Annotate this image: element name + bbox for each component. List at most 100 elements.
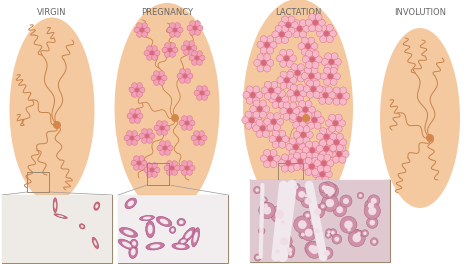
Circle shape bbox=[159, 71, 164, 76]
Circle shape bbox=[328, 193, 332, 196]
Circle shape bbox=[141, 160, 147, 166]
Circle shape bbox=[276, 96, 282, 102]
Circle shape bbox=[286, 60, 293, 68]
Circle shape bbox=[195, 30, 201, 35]
Circle shape bbox=[305, 78, 311, 85]
Circle shape bbox=[154, 71, 159, 76]
Circle shape bbox=[282, 165, 289, 172]
Circle shape bbox=[290, 158, 297, 165]
Circle shape bbox=[166, 161, 172, 166]
Circle shape bbox=[316, 176, 323, 183]
Ellipse shape bbox=[119, 228, 137, 237]
Circle shape bbox=[317, 154, 324, 161]
Circle shape bbox=[184, 166, 190, 170]
Circle shape bbox=[191, 45, 197, 51]
Circle shape bbox=[314, 122, 321, 129]
Circle shape bbox=[305, 101, 312, 107]
Circle shape bbox=[293, 144, 299, 150]
Circle shape bbox=[370, 238, 378, 246]
Circle shape bbox=[301, 69, 308, 76]
Circle shape bbox=[300, 31, 307, 38]
Ellipse shape bbox=[95, 204, 98, 208]
Ellipse shape bbox=[169, 227, 176, 233]
Circle shape bbox=[134, 156, 139, 161]
Circle shape bbox=[137, 161, 141, 166]
Circle shape bbox=[280, 49, 287, 56]
Circle shape bbox=[369, 220, 375, 225]
Circle shape bbox=[262, 202, 270, 209]
Circle shape bbox=[320, 36, 327, 43]
Circle shape bbox=[275, 25, 282, 32]
Bar bbox=[118, 195, 228, 263]
Circle shape bbox=[327, 234, 330, 237]
Circle shape bbox=[139, 133, 145, 139]
Circle shape bbox=[279, 90, 285, 97]
Circle shape bbox=[146, 163, 152, 168]
Ellipse shape bbox=[143, 216, 151, 219]
Circle shape bbox=[282, 154, 289, 161]
Circle shape bbox=[170, 52, 175, 57]
Circle shape bbox=[275, 37, 282, 44]
Circle shape bbox=[155, 50, 160, 56]
Circle shape bbox=[257, 41, 264, 48]
Circle shape bbox=[195, 21, 201, 26]
Circle shape bbox=[131, 160, 137, 166]
Circle shape bbox=[295, 70, 301, 76]
Circle shape bbox=[190, 30, 195, 35]
Circle shape bbox=[301, 225, 317, 241]
Circle shape bbox=[284, 77, 290, 83]
Circle shape bbox=[150, 168, 155, 172]
Circle shape bbox=[298, 191, 305, 198]
Circle shape bbox=[290, 96, 297, 102]
Circle shape bbox=[292, 191, 299, 198]
Circle shape bbox=[180, 78, 185, 83]
Circle shape bbox=[309, 56, 315, 62]
Circle shape bbox=[308, 122, 315, 129]
Circle shape bbox=[263, 106, 270, 112]
Circle shape bbox=[305, 50, 312, 57]
Circle shape bbox=[312, 226, 322, 236]
Circle shape bbox=[320, 25, 327, 31]
Circle shape bbox=[319, 171, 325, 177]
Circle shape bbox=[323, 92, 328, 98]
Circle shape bbox=[162, 121, 167, 126]
Circle shape bbox=[253, 125, 260, 132]
Circle shape bbox=[146, 46, 152, 51]
Circle shape bbox=[339, 145, 346, 152]
Circle shape bbox=[267, 36, 273, 43]
Circle shape bbox=[295, 185, 298, 189]
Circle shape bbox=[309, 13, 316, 21]
Circle shape bbox=[280, 60, 287, 68]
Circle shape bbox=[132, 83, 137, 88]
Circle shape bbox=[197, 86, 202, 91]
Ellipse shape bbox=[122, 242, 131, 247]
Circle shape bbox=[253, 97, 260, 104]
Circle shape bbox=[297, 158, 303, 164]
Bar bbox=[2, 195, 112, 263]
Circle shape bbox=[300, 152, 307, 159]
Circle shape bbox=[306, 131, 313, 138]
Circle shape bbox=[332, 145, 339, 152]
Circle shape bbox=[295, 186, 301, 192]
Circle shape bbox=[256, 130, 263, 138]
Circle shape bbox=[193, 140, 199, 145]
Circle shape bbox=[200, 55, 205, 61]
Ellipse shape bbox=[92, 237, 99, 248]
Circle shape bbox=[152, 55, 157, 60]
Ellipse shape bbox=[81, 225, 83, 228]
Circle shape bbox=[333, 203, 346, 217]
Circle shape bbox=[337, 144, 343, 152]
Circle shape bbox=[319, 128, 327, 135]
Circle shape bbox=[279, 130, 286, 137]
Circle shape bbox=[187, 46, 191, 50]
Circle shape bbox=[187, 25, 192, 31]
Circle shape bbox=[298, 43, 305, 50]
Circle shape bbox=[151, 75, 156, 81]
Circle shape bbox=[307, 80, 313, 87]
Circle shape bbox=[157, 145, 163, 151]
Circle shape bbox=[330, 78, 337, 86]
Circle shape bbox=[321, 58, 328, 65]
Circle shape bbox=[177, 27, 183, 33]
Circle shape bbox=[250, 92, 256, 98]
Circle shape bbox=[264, 204, 268, 207]
